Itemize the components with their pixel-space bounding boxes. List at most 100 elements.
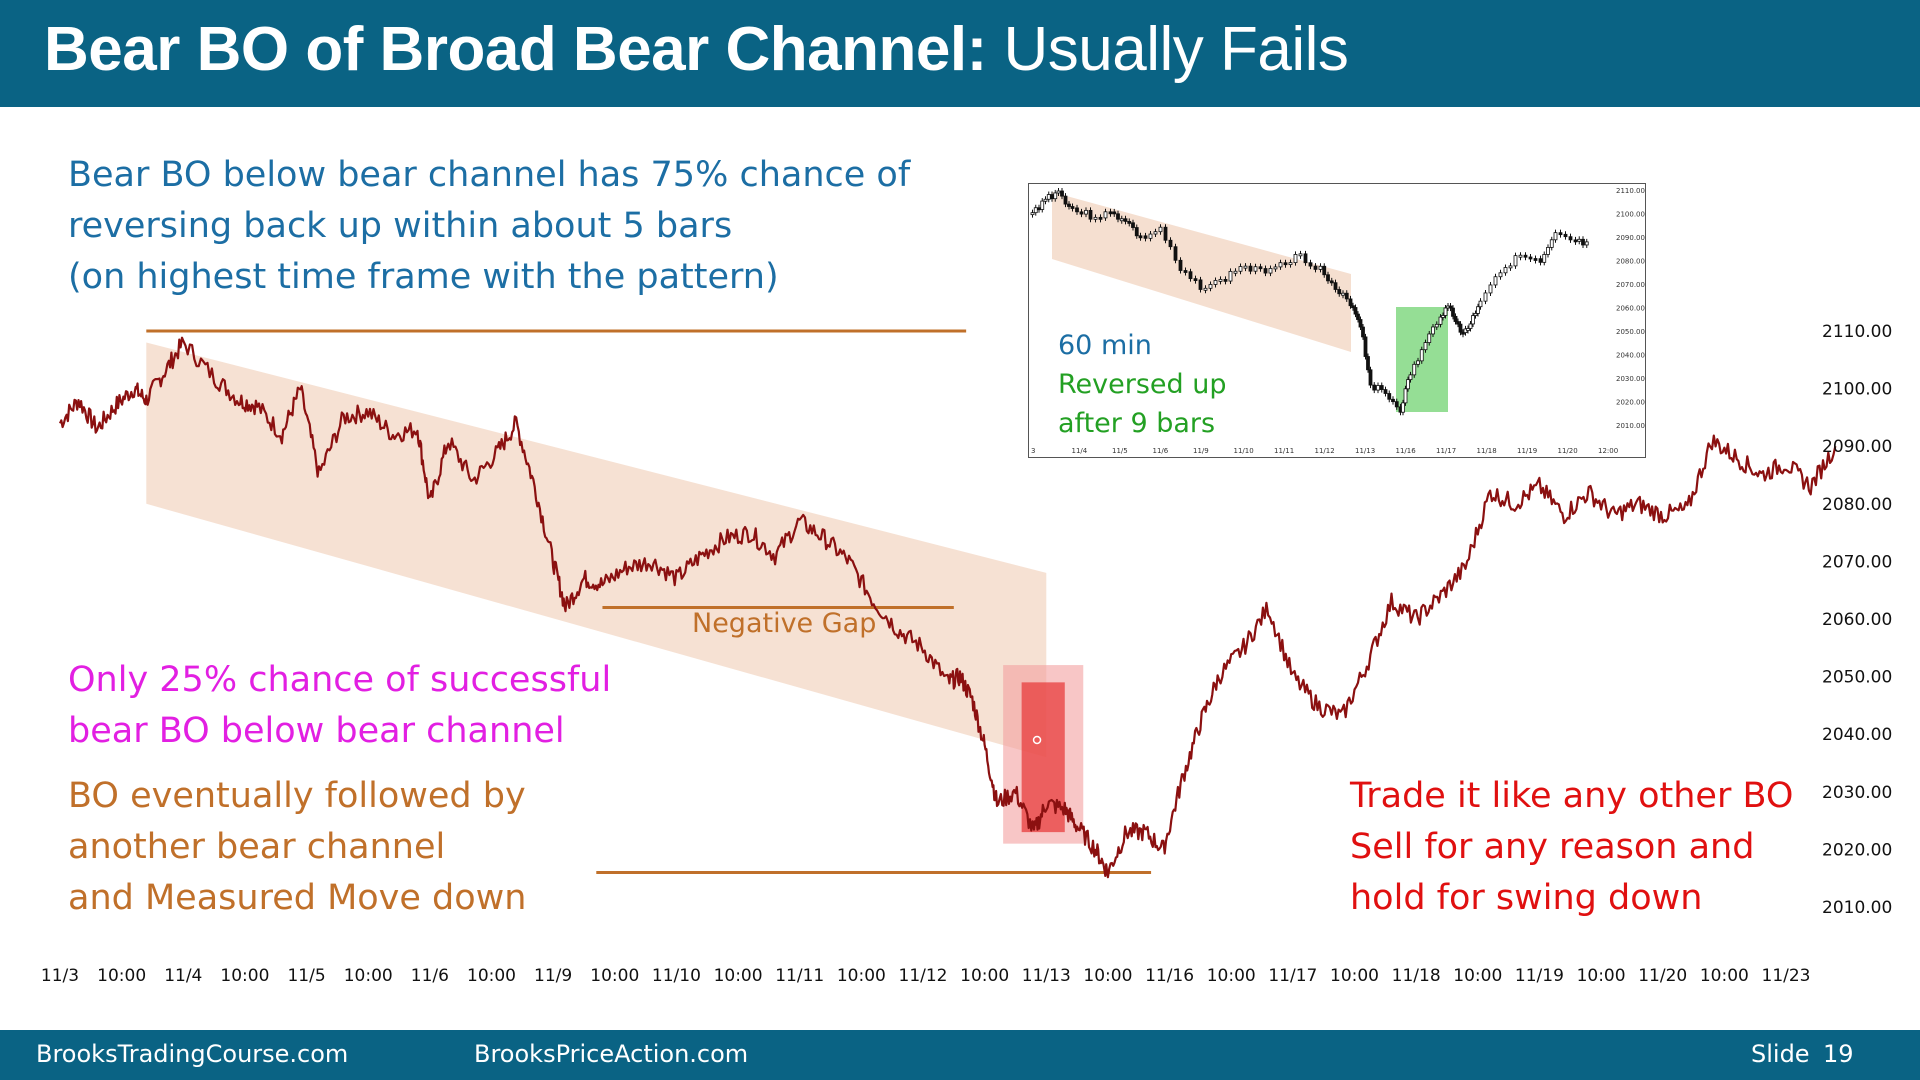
inset-y-tick-label: 2010.00 (1616, 422, 1645, 430)
title-normal-part: Usually Fails (986, 15, 1349, 84)
inset-candle (1127, 221, 1132, 224)
inset-candle (1067, 203, 1071, 207)
inset-candle (1387, 393, 1392, 400)
inset-x-tick-label: 11/12 (1315, 447, 1335, 455)
inset-candle (1070, 206, 1075, 209)
inset-candle (1528, 256, 1533, 260)
inset-candle (1283, 262, 1288, 266)
x-tick-label: 11/17 (1268, 966, 1317, 986)
inset-candle (1419, 349, 1424, 362)
inset-candle (1163, 226, 1168, 241)
inset-candle (1119, 218, 1124, 222)
x-tick-label: 11/18 (1392, 966, 1441, 986)
inset-candle (1075, 207, 1079, 213)
title-bold-part: Bear BO of Broad Bear Channel: (44, 15, 987, 84)
inset-candle (1293, 254, 1298, 264)
inset-y-tick-label: 2070.00 (1616, 281, 1645, 289)
x-tick-label: 10:00 (714, 966, 763, 986)
inset-candle (1423, 342, 1428, 351)
top-note: Bear BO below bear channel has 75% chanc… (68, 150, 910, 303)
inset-candle (1376, 385, 1380, 391)
inset-candle (1493, 276, 1498, 286)
magenta-note: Only 25% chance of successful bear BO be… (68, 655, 611, 757)
bear-channel-band (146, 342, 1047, 758)
inset-candle (1238, 266, 1243, 272)
inset-candle (1468, 323, 1473, 329)
inset-candle (1063, 195, 1068, 205)
inset-candle (1079, 211, 1084, 215)
inset-x-tick-label: 12:00 (1598, 447, 1618, 455)
orange-note: BO eventually followed by another bear c… (68, 771, 527, 924)
inset-channel-band (1052, 192, 1351, 352)
inset-candle (1148, 233, 1153, 239)
inset-candle (1356, 313, 1360, 320)
x-tick-label: 11/12 (899, 966, 948, 986)
inset-candle (1443, 307, 1448, 316)
inset-chart-svg: 2110.00 2100.00 2090.00 2080.00 2070.00 2060.… (1030, 187, 1645, 455)
inset-candle (1218, 278, 1223, 282)
red-note: Trade it like any other BO Sell for any … (1350, 771, 1793, 924)
inset-candle (1363, 336, 1368, 357)
inset-y-tick-label: 2020.00 (1616, 399, 1645, 407)
inset-candle (1123, 218, 1128, 222)
inset-reversed-label: Reversed up (1058, 369, 1227, 400)
y-tick-label: 2010.00 (1822, 898, 1892, 918)
inset-candle (1483, 292, 1488, 302)
inset-candle (1193, 278, 1198, 282)
inset-note: 60 min Reversed up after 9 bars (1058, 326, 1227, 443)
inset-candle (1248, 265, 1253, 272)
orange-note-line-2: another bear channel (68, 827, 446, 867)
signal-marker (1032, 735, 1042, 745)
y-tick-label: 2070.00 (1822, 552, 1892, 572)
inset-candle (1178, 259, 1183, 271)
x-tick-label: 11/13 (1022, 966, 1071, 986)
inset-candle (1473, 313, 1478, 316)
inset-candle (1542, 254, 1547, 263)
inset-x-tick-label: 11/4 (1072, 447, 1088, 455)
inset-candle (1093, 216, 1098, 220)
slide-number: 19 (1823, 1040, 1854, 1068)
x-tick-label: 11/6 (411, 966, 449, 986)
inset-candle (1379, 385, 1384, 390)
inset-candle (1108, 211, 1113, 215)
inset-candle (1451, 307, 1455, 317)
inset-candle (1549, 239, 1554, 248)
orange-note-line-1: BO eventually followed by (68, 776, 526, 816)
inset-candle (1134, 227, 1139, 237)
inset-candle (1403, 388, 1408, 404)
inset-candle (1173, 246, 1178, 261)
inset-candle (1088, 209, 1093, 220)
footer-site-2[interactable]: BrooksPriceAction.com (474, 1040, 749, 1068)
y-tick-label: 2040.00 (1822, 725, 1892, 745)
inset-candle (1577, 238, 1582, 242)
y-tick-label: 2020.00 (1822, 840, 1892, 860)
inset-candle (1060, 190, 1064, 197)
x-tick-label: 10:00 (1207, 966, 1256, 986)
inset-candle (1361, 326, 1365, 338)
x-tick-label: 10:00 (1330, 966, 1379, 986)
inset-candle (1461, 331, 1465, 335)
inset-candle (1273, 266, 1278, 270)
inset-candle (1337, 289, 1342, 295)
inset-candle (1394, 401, 1399, 408)
inset-candle (1341, 292, 1345, 296)
y-tick-label: 2090.00 (1822, 437, 1892, 457)
x-tick-label: 11/10 (652, 966, 701, 986)
inset-candle (1558, 232, 1563, 236)
footer-site-1[interactable]: BrooksTradingCourse.com (36, 1040, 349, 1068)
inset-y-tick-label: 2080.00 (1616, 258, 1645, 266)
inset-candle (1523, 254, 1528, 258)
inset-candle (1037, 207, 1041, 211)
inset-candle (1168, 239, 1173, 248)
inset-y-tick-label: 2100.00 (1616, 211, 1645, 219)
inset-candle (1198, 279, 1203, 290)
inset-candle (1213, 280, 1218, 285)
inset-candle (1383, 389, 1388, 394)
inset-y-tick-label: 2110.00 (1616, 187, 1645, 195)
inset-candle (1358, 319, 1363, 328)
inset-x-tick-label: 11/20 (1558, 447, 1578, 455)
x-tick-label: 10:00 (220, 966, 269, 986)
inset-candle (1278, 262, 1283, 268)
inset-x-tick-label: 11/18 (1477, 447, 1497, 455)
inset-candle (1303, 253, 1308, 264)
